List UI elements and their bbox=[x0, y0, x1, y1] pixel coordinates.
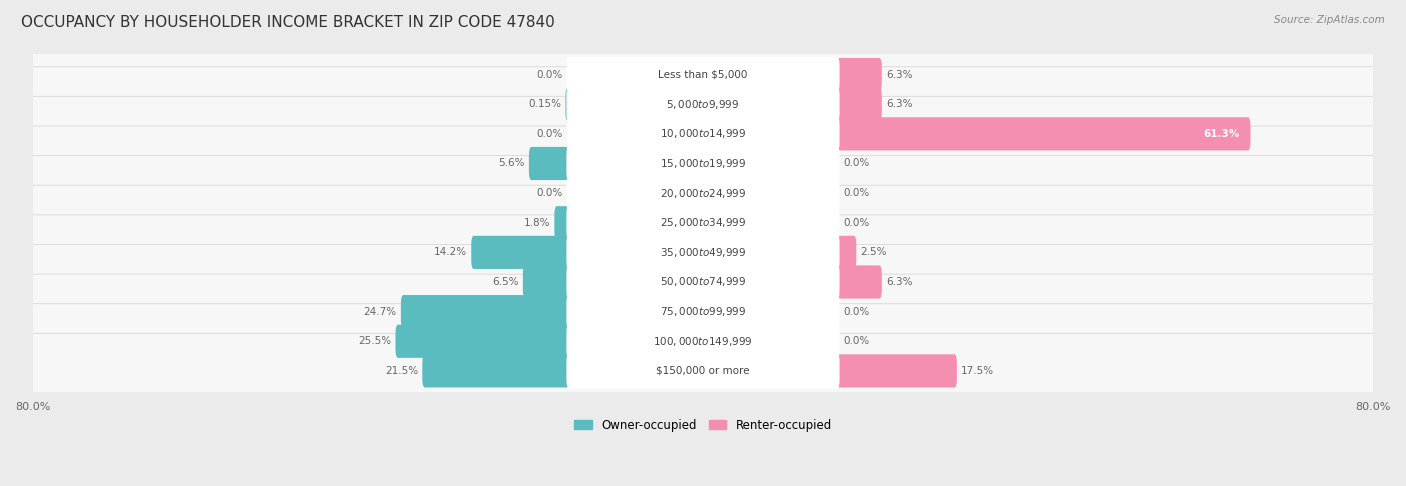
Text: 6.3%: 6.3% bbox=[886, 277, 912, 287]
Text: 21.5%: 21.5% bbox=[385, 366, 418, 376]
FancyBboxPatch shape bbox=[471, 236, 571, 269]
Text: 0.0%: 0.0% bbox=[536, 129, 562, 139]
FancyBboxPatch shape bbox=[25, 96, 1381, 172]
FancyBboxPatch shape bbox=[567, 175, 839, 211]
Text: 0.0%: 0.0% bbox=[844, 336, 870, 346]
FancyBboxPatch shape bbox=[567, 205, 839, 241]
Text: Source: ZipAtlas.com: Source: ZipAtlas.com bbox=[1274, 15, 1385, 25]
Text: 0.0%: 0.0% bbox=[536, 188, 562, 198]
Text: 5.6%: 5.6% bbox=[498, 158, 524, 169]
Legend: Owner-occupied, Renter-occupied: Owner-occupied, Renter-occupied bbox=[569, 414, 837, 436]
FancyBboxPatch shape bbox=[25, 185, 1381, 260]
FancyBboxPatch shape bbox=[25, 126, 1381, 201]
FancyBboxPatch shape bbox=[567, 235, 839, 270]
Text: $150,000 or more: $150,000 or more bbox=[657, 366, 749, 376]
FancyBboxPatch shape bbox=[523, 265, 571, 298]
FancyBboxPatch shape bbox=[25, 37, 1381, 112]
Text: 6.3%: 6.3% bbox=[886, 69, 912, 80]
FancyBboxPatch shape bbox=[835, 117, 1250, 151]
Text: 14.2%: 14.2% bbox=[434, 247, 467, 258]
FancyBboxPatch shape bbox=[25, 333, 1381, 408]
Text: 6.5%: 6.5% bbox=[492, 277, 519, 287]
FancyBboxPatch shape bbox=[25, 215, 1381, 290]
Text: $75,000 to $99,999: $75,000 to $99,999 bbox=[659, 305, 747, 318]
Text: 17.5%: 17.5% bbox=[962, 366, 994, 376]
FancyBboxPatch shape bbox=[401, 295, 571, 328]
FancyBboxPatch shape bbox=[25, 244, 1381, 319]
Text: Less than $5,000: Less than $5,000 bbox=[658, 69, 748, 80]
FancyBboxPatch shape bbox=[567, 116, 839, 152]
FancyBboxPatch shape bbox=[25, 304, 1381, 379]
Text: $50,000 to $74,999: $50,000 to $74,999 bbox=[659, 276, 747, 289]
FancyBboxPatch shape bbox=[567, 57, 839, 92]
FancyBboxPatch shape bbox=[835, 236, 856, 269]
Text: $5,000 to $9,999: $5,000 to $9,999 bbox=[666, 98, 740, 111]
Text: 0.0%: 0.0% bbox=[844, 188, 870, 198]
Text: OCCUPANCY BY HOUSEHOLDER INCOME BRACKET IN ZIP CODE 47840: OCCUPANCY BY HOUSEHOLDER INCOME BRACKET … bbox=[21, 15, 555, 30]
Text: $100,000 to $149,999: $100,000 to $149,999 bbox=[654, 335, 752, 348]
Text: $20,000 to $24,999: $20,000 to $24,999 bbox=[659, 187, 747, 200]
FancyBboxPatch shape bbox=[835, 265, 882, 298]
Text: $25,000 to $34,999: $25,000 to $34,999 bbox=[659, 216, 747, 229]
Text: 6.3%: 6.3% bbox=[886, 99, 912, 109]
FancyBboxPatch shape bbox=[25, 156, 1381, 231]
FancyBboxPatch shape bbox=[835, 58, 882, 91]
Text: 1.8%: 1.8% bbox=[523, 218, 550, 228]
FancyBboxPatch shape bbox=[567, 294, 839, 330]
FancyBboxPatch shape bbox=[567, 87, 839, 122]
Text: $35,000 to $49,999: $35,000 to $49,999 bbox=[659, 246, 747, 259]
FancyBboxPatch shape bbox=[835, 354, 957, 387]
FancyBboxPatch shape bbox=[565, 87, 571, 121]
Text: 0.0%: 0.0% bbox=[536, 69, 562, 80]
FancyBboxPatch shape bbox=[554, 206, 571, 239]
FancyBboxPatch shape bbox=[529, 147, 571, 180]
Text: 61.3%: 61.3% bbox=[1204, 129, 1240, 139]
Text: 2.5%: 2.5% bbox=[860, 247, 887, 258]
FancyBboxPatch shape bbox=[567, 324, 839, 359]
FancyBboxPatch shape bbox=[567, 146, 839, 181]
Text: 0.0%: 0.0% bbox=[844, 158, 870, 169]
FancyBboxPatch shape bbox=[835, 87, 882, 121]
FancyBboxPatch shape bbox=[395, 325, 571, 358]
Text: 0.15%: 0.15% bbox=[529, 99, 561, 109]
Text: $15,000 to $19,999: $15,000 to $19,999 bbox=[659, 157, 747, 170]
FancyBboxPatch shape bbox=[567, 264, 839, 300]
FancyBboxPatch shape bbox=[25, 274, 1381, 349]
Text: 0.0%: 0.0% bbox=[844, 307, 870, 316]
FancyBboxPatch shape bbox=[567, 353, 839, 389]
Text: 0.0%: 0.0% bbox=[844, 218, 870, 228]
Text: 24.7%: 24.7% bbox=[364, 307, 396, 316]
FancyBboxPatch shape bbox=[422, 354, 571, 387]
FancyBboxPatch shape bbox=[25, 67, 1381, 142]
Text: $10,000 to $14,999: $10,000 to $14,999 bbox=[659, 127, 747, 140]
Text: 25.5%: 25.5% bbox=[359, 336, 391, 346]
